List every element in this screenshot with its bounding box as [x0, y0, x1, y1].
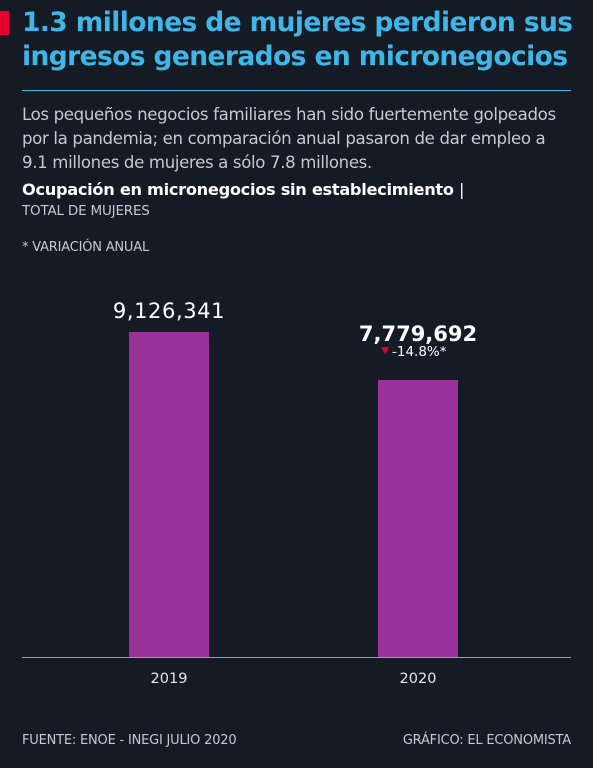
x-tick-label-2020: 2020 [400, 671, 437, 687]
credit-footer: GRÁFICO: EL ECONOMISTA [402, 733, 571, 748]
bar-2019 [129, 332, 209, 657]
change-label: -14.8%* [392, 344, 447, 360]
bar-2020 [378, 379, 458, 657]
headline: 1.3 millones de mujeres perdieron sus in… [22, 7, 573, 72]
decrease-arrow-icon [381, 346, 389, 354]
headline-accent-bar [0, 11, 9, 35]
chart-title-separator: | [459, 180, 465, 199]
headline-rule [22, 90, 571, 91]
chart-title: Ocupación en micronegocios sin estableci… [22, 178, 582, 202]
source-footer: FUENTE: ENOE - INEGI JULIO 2020 [22, 733, 237, 748]
chart-title-text: Ocupación en micronegocios sin estableci… [22, 180, 454, 199]
chart-subtitle: TOTAL DE MUJERES [22, 203, 150, 219]
x-tick-label-2019: 2019 [151, 671, 188, 687]
dek-paragraph: Los pequeños negocios familiares han sid… [22, 105, 556, 172]
variation-note: * VARIACIÓN ANUAL [22, 240, 149, 255]
value-label-2019: 9,126,341 [113, 299, 225, 323]
value-label-2020: 7,779,692 [359, 322, 477, 346]
